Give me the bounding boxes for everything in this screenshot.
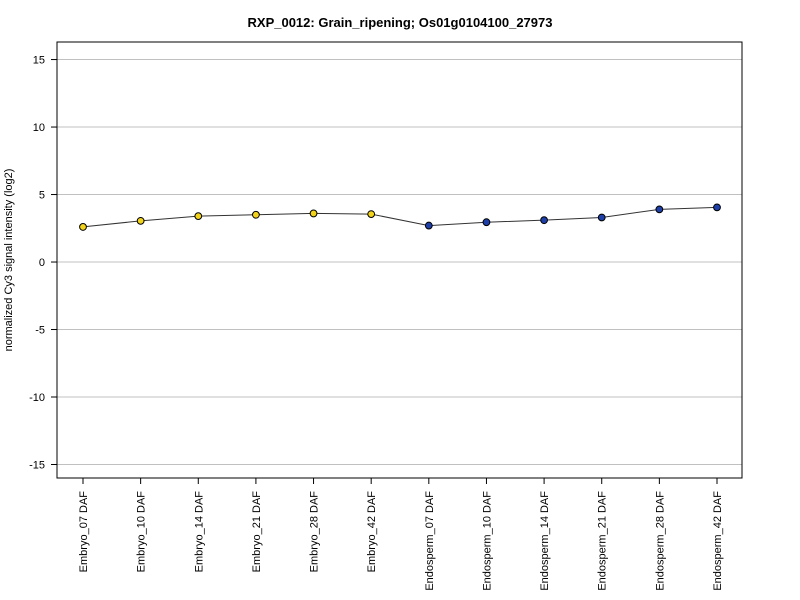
series-line [82,206,718,228]
y-tick-label: 0 [39,257,45,269]
x-tick-label: Embryo_42 DAF [366,491,378,573]
data-point [79,223,87,231]
x-tick-label: Endosperm_42 DAF [712,491,724,591]
data-point [309,209,318,218]
data-point [367,210,376,219]
y-tick-label: 15 [33,55,45,67]
x-tick-label: Endosperm_14 DAF [539,491,551,591]
grid-lines [57,59,742,466]
data-point [655,205,664,214]
data-point [713,203,721,212]
y-tick-label: 10 [33,122,45,134]
x-tick-label: Endosperm_28 DAF [654,491,666,591]
y-axis-title: normalized Cy3 signal intensity (log2) [3,169,15,352]
y-tick-label: -10 [29,392,45,404]
x-tick-label: Endosperm_21 DAF [597,491,609,591]
chart-title: RXP_0012: Grain_ripening; Os01g0104100_2… [248,15,553,30]
y-axis: -15 -10 -5 0 5 10 15 [29,55,57,472]
data-points [79,203,721,231]
x-tick-label: Endosperm_07 DAF [424,491,436,591]
data-point [482,218,491,227]
x-tick-label: Embryo_28 DAF [309,491,321,573]
data-point [540,216,548,225]
x-tick-label: Embryo_14 DAF [193,491,205,573]
x-tick-label: Endosperm_10 DAF [481,491,493,591]
series-line-layer [82,206,718,228]
x-tick-label: Embryo_07 DAF [78,491,90,573]
y-tick-label: 5 [39,190,45,202]
data-point [252,210,260,219]
data-point [194,212,203,221]
x-axis: Embryo_07 DAF Embryo_10 DAF Embryo_14 DAF E… [78,478,724,591]
x-tick-label: Embryo_10 DAF [136,491,148,573]
y-tick-label: -15 [29,460,45,472]
data-point [424,221,433,230]
plot-frame [56,41,743,479]
data-point [597,213,606,222]
y-tick-label: -5 [35,325,45,337]
data-point [136,216,145,225]
x-tick-label: Embryo_21 DAF [251,491,263,573]
